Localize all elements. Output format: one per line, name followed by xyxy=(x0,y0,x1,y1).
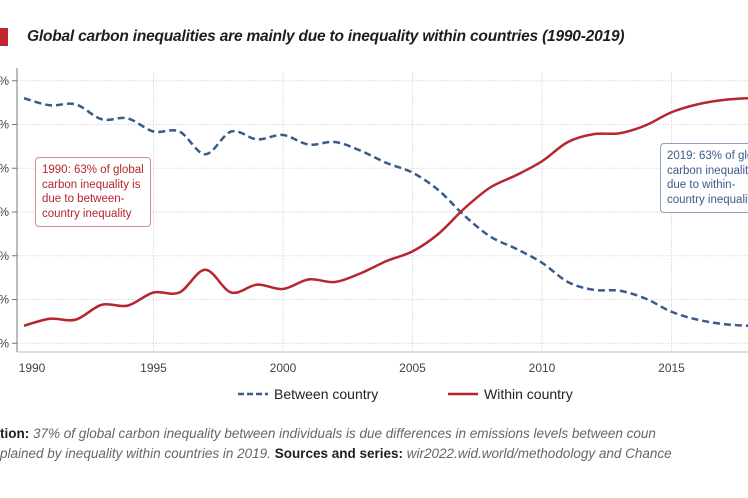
y-tick-label: 50% xyxy=(0,205,9,219)
annotation-line: 2019: 63% of global xyxy=(667,150,748,162)
x-tick-label: 2015 xyxy=(658,361,685,375)
annotation-line: country inequality xyxy=(42,207,132,220)
figure-number-badge xyxy=(0,28,8,46)
footnote-text: wir2022.wid.world/methodology and Chance xyxy=(403,446,672,461)
annotation-line: due to within- xyxy=(667,179,736,191)
annotation-2019: 2019: 63% of global carbon inequality is… xyxy=(660,143,748,213)
x-tick-label: 1995 xyxy=(140,361,167,375)
legend-label: Within country xyxy=(484,386,573,402)
x-tick-label: 2010 xyxy=(529,361,556,375)
legend: Between country Within country xyxy=(0,386,748,406)
solid-line-swatch xyxy=(448,392,478,396)
annotation-line: 1990: 63% of global xyxy=(42,164,144,176)
annotation-line: due to between- xyxy=(42,193,125,205)
annotation-line: carbon inequality is xyxy=(42,178,141,191)
x-tick-label: 2005 xyxy=(399,361,426,375)
y-tick-label: 40% xyxy=(0,293,9,307)
y-tick-label: 45% xyxy=(0,249,9,263)
x-tick-label: 1990 xyxy=(19,361,46,375)
annotation-1990: 1990: 63% of global carbon inequality is… xyxy=(35,157,151,227)
series-line-between-country xyxy=(23,97,748,327)
footnote-text: 37% of global carbon inequality between … xyxy=(29,426,656,441)
footnote: tion: 37% of global carbon inequality be… xyxy=(0,424,672,464)
annotation-line: country inequality xyxy=(667,193,748,206)
footnote-text: plained by inequality within countries i… xyxy=(0,446,275,461)
footnote-label: Sources and series: xyxy=(274,446,403,461)
y-tick-label: 55% xyxy=(0,161,9,175)
legend-item-between: Between country xyxy=(238,386,378,402)
y-tick-label: 35% xyxy=(0,336,9,350)
dashed-line-swatch xyxy=(238,392,268,396)
y-tick-label: 60% xyxy=(0,118,9,132)
legend-item-within: Within country xyxy=(448,386,573,402)
series-line-within-country xyxy=(23,97,748,327)
x-tick-label: 2000 xyxy=(270,361,297,375)
y-tick-label: 65% xyxy=(0,74,9,88)
annotation-line: carbon inequality is xyxy=(667,164,748,177)
chart-title: Global carbon inequalities are mainly du… xyxy=(27,28,625,45)
legend-label: Between country xyxy=(274,386,379,402)
footnote-label: tion: xyxy=(0,426,30,441)
